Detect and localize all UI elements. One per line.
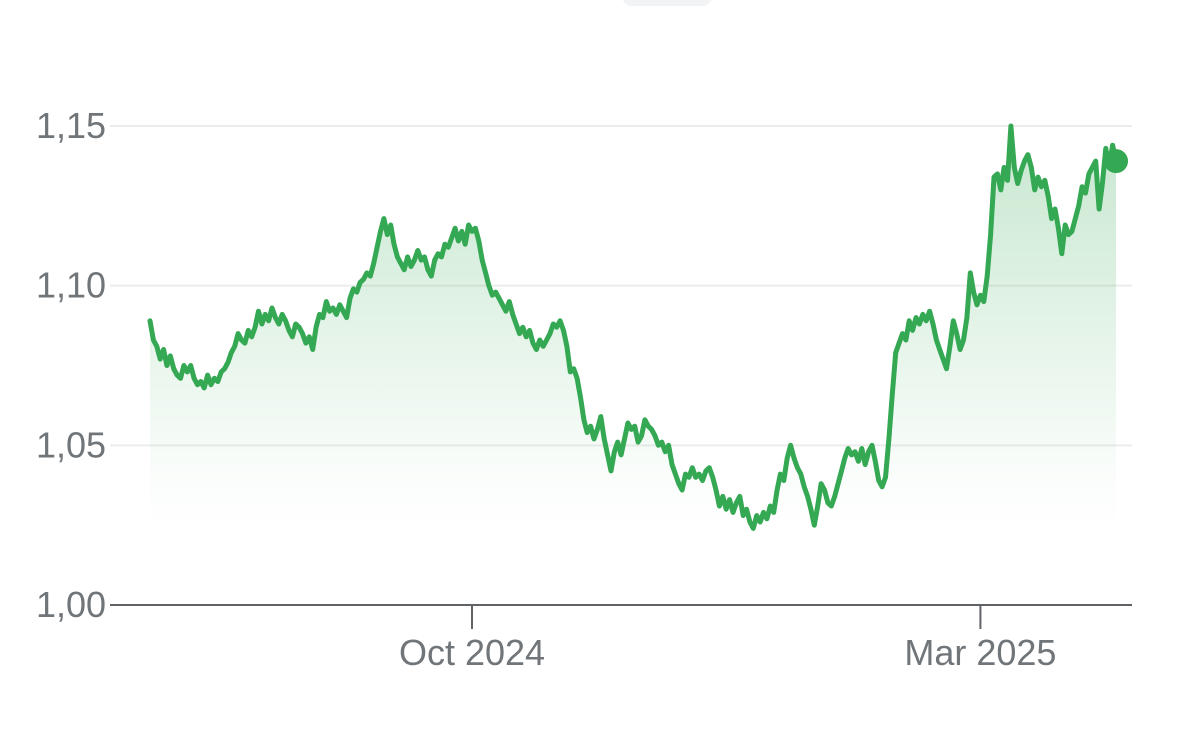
- y-tick-label: 1,05: [36, 424, 106, 465]
- series-area: [150, 126, 1116, 529]
- series-line: [147, 123, 1119, 531]
- x-tick-label: Oct 2024: [399, 632, 545, 673]
- x-axis-ticks: Oct 2024 Mar 2025: [399, 605, 1056, 673]
- last-value-marker[interactable]: [1104, 149, 1128, 174]
- y-tick-label: 1,15: [36, 105, 106, 146]
- y-tick-label: 1,00: [36, 584, 106, 625]
- top-drag-handle[interactable]: [622, 0, 712, 6]
- x-tick-label: Mar 2025: [904, 632, 1056, 673]
- y-axis-labels: 1,00 1,05 1,10 1,15: [36, 105, 106, 625]
- y-tick-label: 1,10: [36, 265, 106, 306]
